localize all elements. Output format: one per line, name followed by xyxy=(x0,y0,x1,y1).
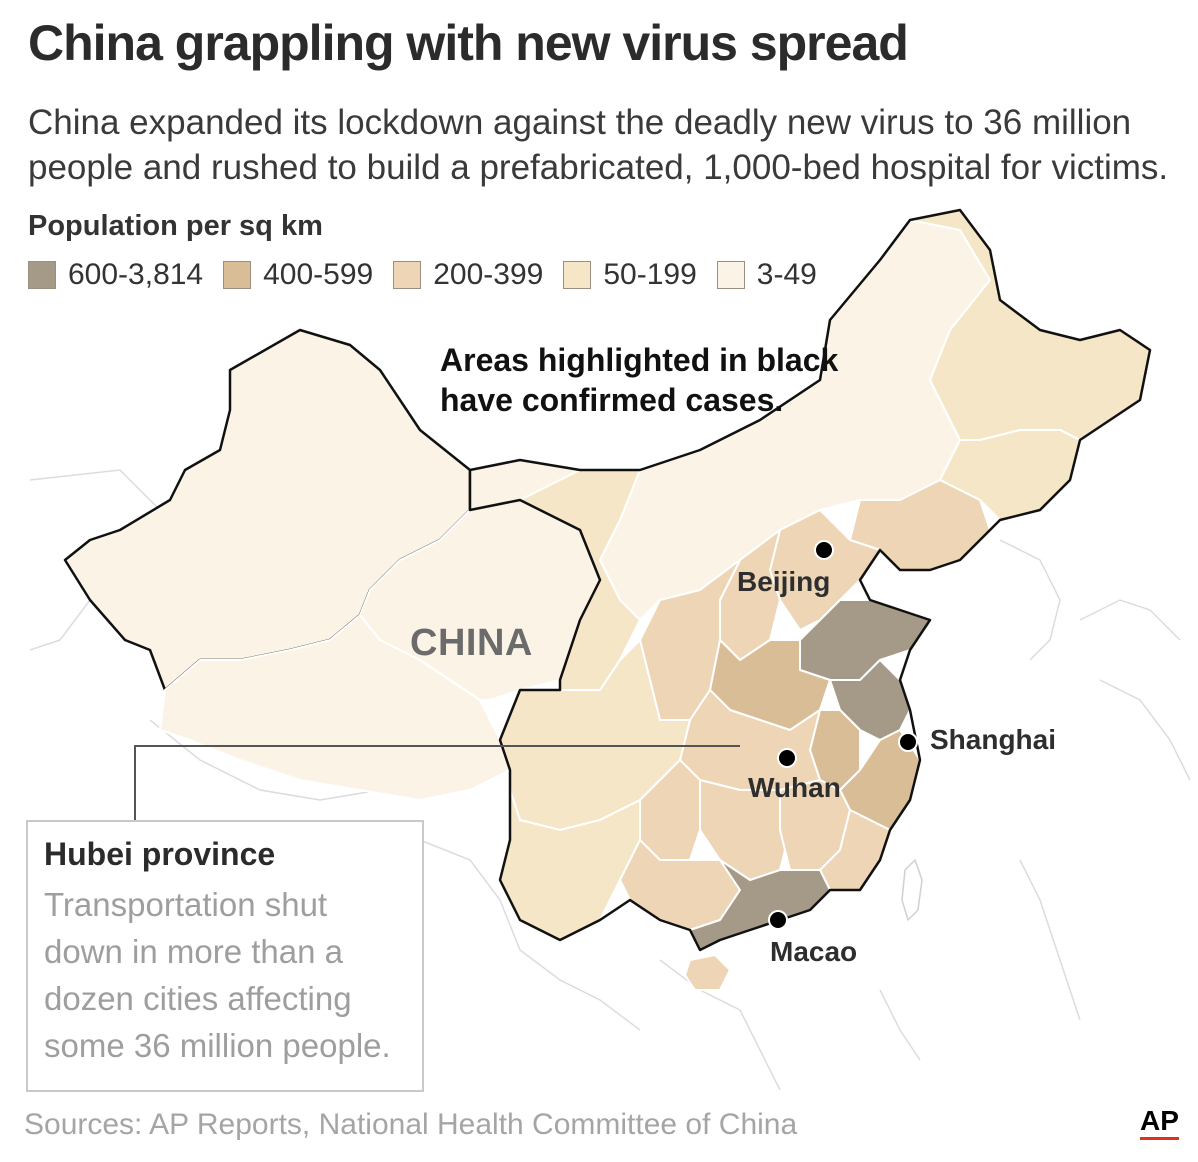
city-markers xyxy=(768,540,918,930)
ap-logo: AP xyxy=(1140,1106,1179,1140)
legend-swatch xyxy=(393,261,422,289)
legend-title: Population per sq km xyxy=(28,210,323,242)
country-label: CHINA xyxy=(410,622,533,664)
wuhan-marker xyxy=(777,748,797,768)
province-hainan xyxy=(684,954,731,991)
legend-label: 50-199 xyxy=(603,258,697,291)
legend-item-3-49: 3-49 xyxy=(716,258,817,292)
city-label-wuhan: Wuhan xyxy=(748,772,841,803)
legend-item-600-3814: 600-3,814 xyxy=(28,258,203,292)
legend-label: 3-49 xyxy=(756,258,817,291)
macao-marker xyxy=(768,910,788,930)
callout-title: Hubei province xyxy=(44,836,276,872)
sources-note: Sources: AP Reports, National Health Com… xyxy=(24,1108,798,1141)
legend: 600-3,814 400-599 200-399 50-199 3-49 xyxy=(28,258,837,292)
city-label-shanghai: Shanghai xyxy=(930,724,1057,755)
map-annotation: Areas highlighted in black have confirme… xyxy=(440,342,839,418)
legend-item-400-599: 400-599 xyxy=(223,258,373,292)
legend-label: 200-399 xyxy=(433,258,544,291)
shanghai-marker xyxy=(898,732,918,752)
city-label-macao: Macao xyxy=(770,936,858,967)
map-subtitle: China expanded its lockdown against the … xyxy=(28,103,1169,187)
legend-label: 400-599 xyxy=(263,258,374,291)
china-provinces xyxy=(63,209,1151,991)
legend-swatch xyxy=(28,261,56,289)
callout-box: Hubei province Transportation shut down … xyxy=(26,820,424,1092)
legend-swatch xyxy=(223,261,252,289)
beijing-marker xyxy=(814,540,834,560)
confirmed-cases-outline xyxy=(468,208,1152,952)
legend-item-50-199: 50-199 xyxy=(563,258,697,292)
taiwan xyxy=(901,859,923,921)
legend-item-200-399: 200-399 xyxy=(393,258,543,292)
legend-label: 600-3,814 xyxy=(68,258,204,291)
legend-swatch xyxy=(716,261,745,289)
callout-body: Transportation shut down in more than a … xyxy=(44,886,391,1064)
callout-leader-line xyxy=(134,745,740,822)
map-title: China grappling with new virus spread xyxy=(28,15,909,71)
city-label-beijing: Beijing xyxy=(737,566,831,597)
legend-swatch xyxy=(563,261,592,289)
